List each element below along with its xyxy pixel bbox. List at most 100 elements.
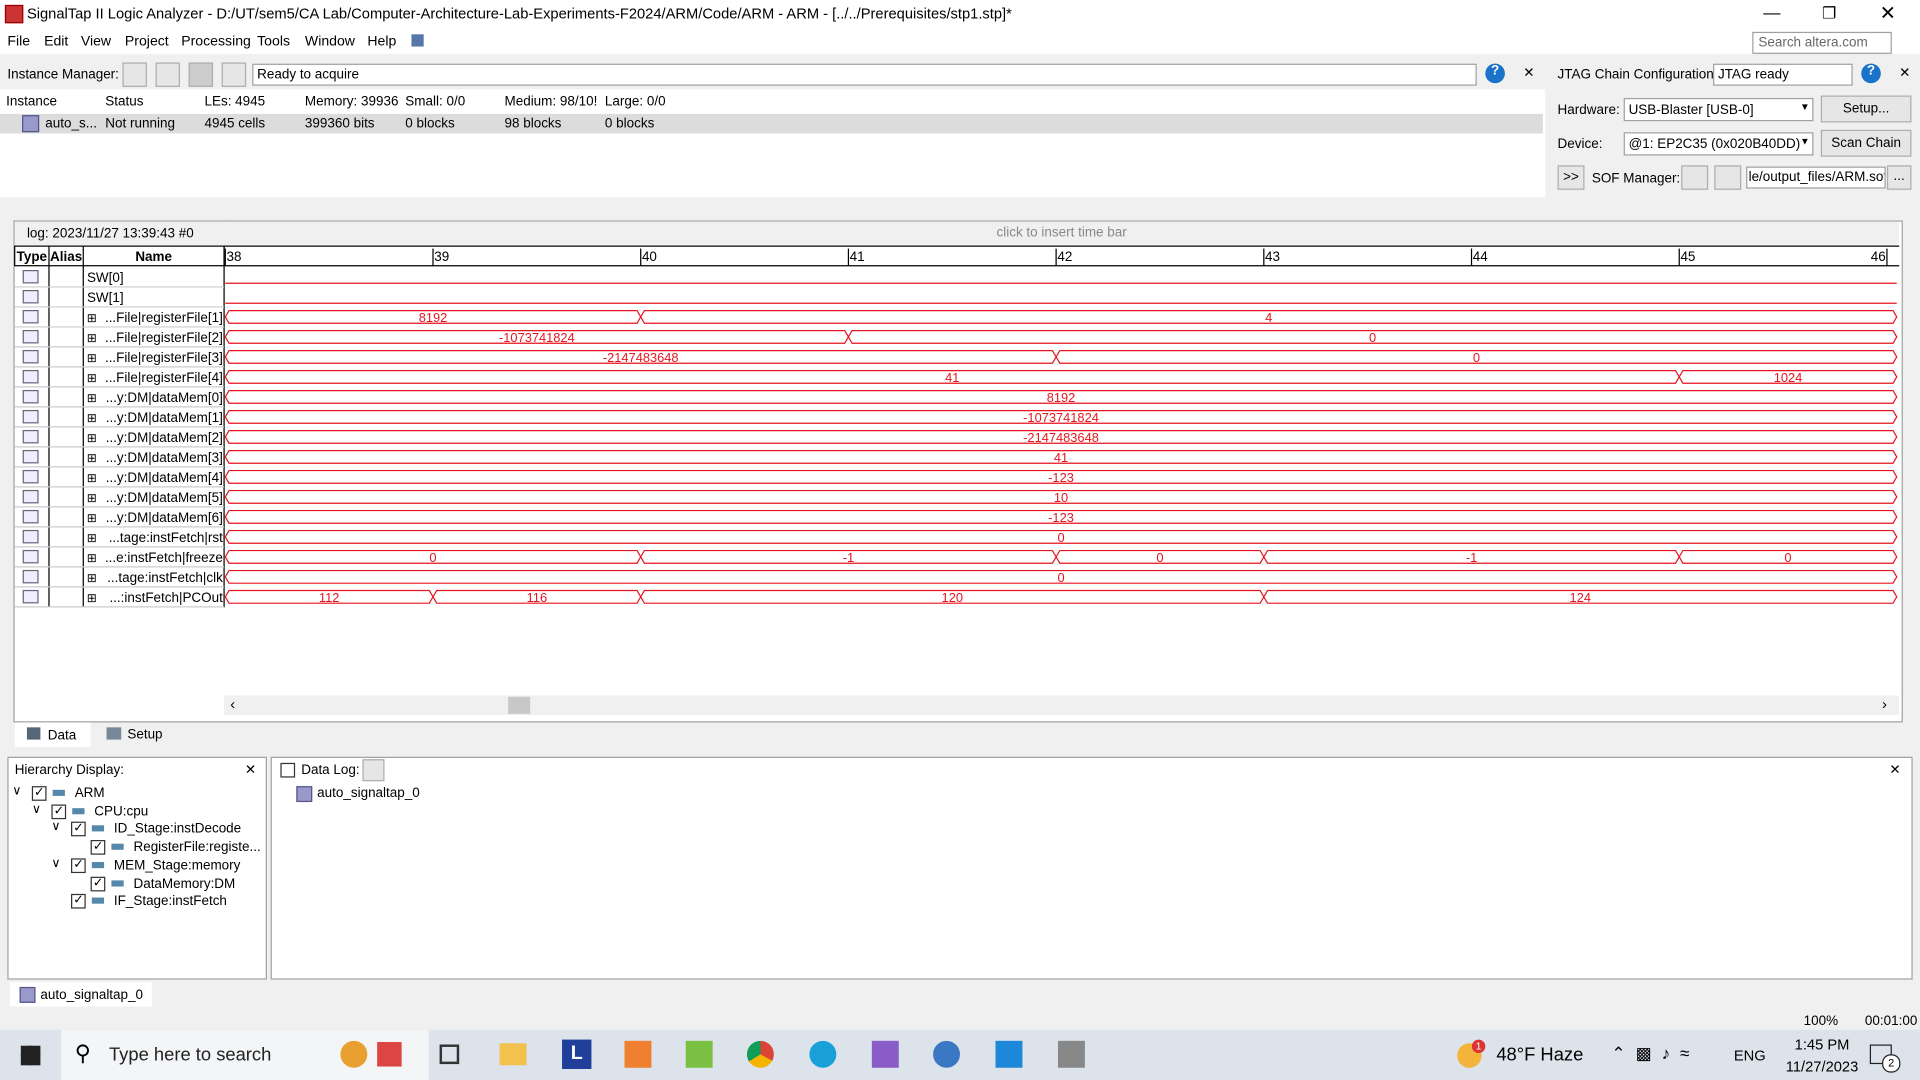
jtag-close[interactable]: ✕ [1899,66,1911,81]
hardware-select[interactable]: USB-Blaster [USB-0] ▼ [1623,97,1814,122]
clock-app[interactable] [340,1040,368,1068]
gift-app[interactable] [377,1042,402,1067]
attach-button[interactable] [1714,165,1742,190]
h-scrollbar[interactable]: ‹ › [224,695,1900,716]
chrome-app[interactable] [746,1040,774,1068]
tab-data[interactable]: Data [47,728,77,744]
data-log-close[interactable]: ✕ [1889,762,1901,778]
tree-expander[interactable]: ∨ [51,856,61,871]
tree-label[interactable]: DataMemory:DM [133,876,236,891]
tree-checkbox[interactable]: ✓ [51,804,67,819]
task-view[interactable] [439,1044,460,1065]
data-log-item[interactable]: auto_signaltap_0 [317,786,420,801]
bus-segment [224,389,1898,404]
app-l[interactable]: L [562,1039,592,1069]
menu-item[interactable]: Processing [181,34,251,49]
tree-expander[interactable]: ∨ [31,802,41,817]
edge-app[interactable] [809,1040,837,1068]
read-button[interactable] [221,62,247,87]
tab-setup[interactable]: Setup [127,727,163,743]
app-puzzle[interactable] [685,1040,713,1068]
explorer-app[interactable] [499,1043,527,1066]
tree-label[interactable]: ID_Stage:instDecode [113,822,242,837]
program-button[interactable] [1681,165,1709,190]
type-icon [22,409,39,424]
sof-expand[interactable]: >> [1557,165,1585,190]
menu-extra[interactable] [411,34,424,47]
vscode-app[interactable] [995,1040,1023,1068]
scan-chain-button[interactable]: Scan Chain [1820,129,1912,157]
tree-checkbox[interactable]: ✓ [31,786,47,801]
instance-icon [22,115,40,133]
jtag-status-field: JTAG ready [1713,63,1853,86]
setup-button[interactable]: Setup... [1820,95,1912,123]
scroll-left[interactable]: ‹ [230,695,236,713]
bus-value: 0 [1473,350,1480,365]
menu-item[interactable]: Project [124,34,169,49]
date[interactable]: 11/27/2023 [1785,1057,1859,1076]
stop-button[interactable] [188,62,214,87]
time-tick-label: 40 [642,249,657,264]
data-log-button[interactable] [362,759,385,782]
column-label: Alias [50,249,82,264]
tray-icons[interactable]: ⌃▩♪≈ [1611,1043,1700,1063]
search-box[interactable]: Search altera.com [1752,31,1892,54]
tree-checkbox[interactable]: ✓ [71,822,86,837]
hierarchy-close[interactable]: ✕ [244,762,257,778]
data-log-checkbox[interactable] [280,762,296,778]
start-button[interactable] [20,1045,41,1066]
menu-item[interactable]: Edit [44,34,69,49]
run-button[interactable] [155,62,181,87]
instance-column: Small: 0/0 [405,94,466,109]
jtag-help[interactable]: ? [1861,63,1881,84]
help-icon[interactable]: ? [1485,63,1505,84]
tree-checkbox[interactable]: ✓ [90,876,106,891]
vs-app[interactable] [871,1040,899,1068]
sof-field[interactable]: le/output_files/ARM.sof [1746,166,1886,189]
time-tick-label: 38 [227,249,242,264]
minimize[interactable]: — [1763,2,1781,23]
bottom-tab-label[interactable]: auto_signaltap_0 [40,988,144,1003]
menu-item[interactable]: Tools [257,34,291,49]
tree-label[interactable]: ARM [74,786,105,801]
tree-checkbox[interactable]: ✓ [90,840,106,855]
data-log-panel [270,756,1913,980]
autorun-button[interactable] [122,62,147,87]
tree-label[interactable]: MEM_Stage:memory [113,858,241,873]
expand-box: ⊞ [87,411,97,425]
window-title: SignalTap II Logic Analyzer - D:/UT/sem5… [26,4,1012,23]
sof-browse[interactable]: ... [1886,165,1912,190]
time-bar-hint[interactable]: click to insert time bar [224,221,1900,245]
column-label: Type [17,249,48,264]
weather[interactable]: 48°F Haze [1496,1044,1584,1066]
menu-item[interactable]: File [7,34,31,49]
expand-box: ⊞ [87,531,97,545]
tree-label[interactable]: IF_Stage:instFetch [113,894,227,909]
tree-label[interactable]: RegisterFile:registe... [133,840,261,855]
menu-item[interactable]: View [80,34,112,49]
quartus-app[interactable] [933,1040,961,1068]
bus-segment [224,409,1898,424]
tree-expander[interactable]: ∨ [12,784,22,799]
restore[interactable]: ❐ [1822,3,1837,23]
tree-expander[interactable]: ∨ [51,820,61,835]
tree-label[interactable]: CPU:cpu [94,804,149,819]
signaltap-app[interactable] [1057,1040,1085,1068]
tree-checkbox[interactable]: ✓ [71,858,86,873]
device-select[interactable]: @1: EP2C35 (0x020B40DD) ▼ [1623,132,1814,156]
app-xampp[interactable] [624,1040,652,1068]
clock[interactable]: 1:45 PM [1794,1035,1850,1054]
language[interactable]: ENG [1733,1046,1766,1065]
scroll-right[interactable]: › [1882,695,1887,713]
bus-segment [224,449,1898,464]
close-pane[interactable]: ✕ [1523,66,1535,81]
bus-value: 0 [1057,530,1064,545]
search-bar[interactable]: ⚲ Type here to search [61,1029,429,1080]
scroll-thumb[interactable] [508,696,531,714]
tree-checkbox[interactable]: ✓ [71,894,86,909]
type-icon [22,429,39,444]
menu-item[interactable]: Window [304,34,355,49]
close[interactable]: ✕ [1879,3,1897,25]
bus-value: -2147483648 [1023,430,1099,445]
menu-item[interactable]: Help [367,34,397,49]
